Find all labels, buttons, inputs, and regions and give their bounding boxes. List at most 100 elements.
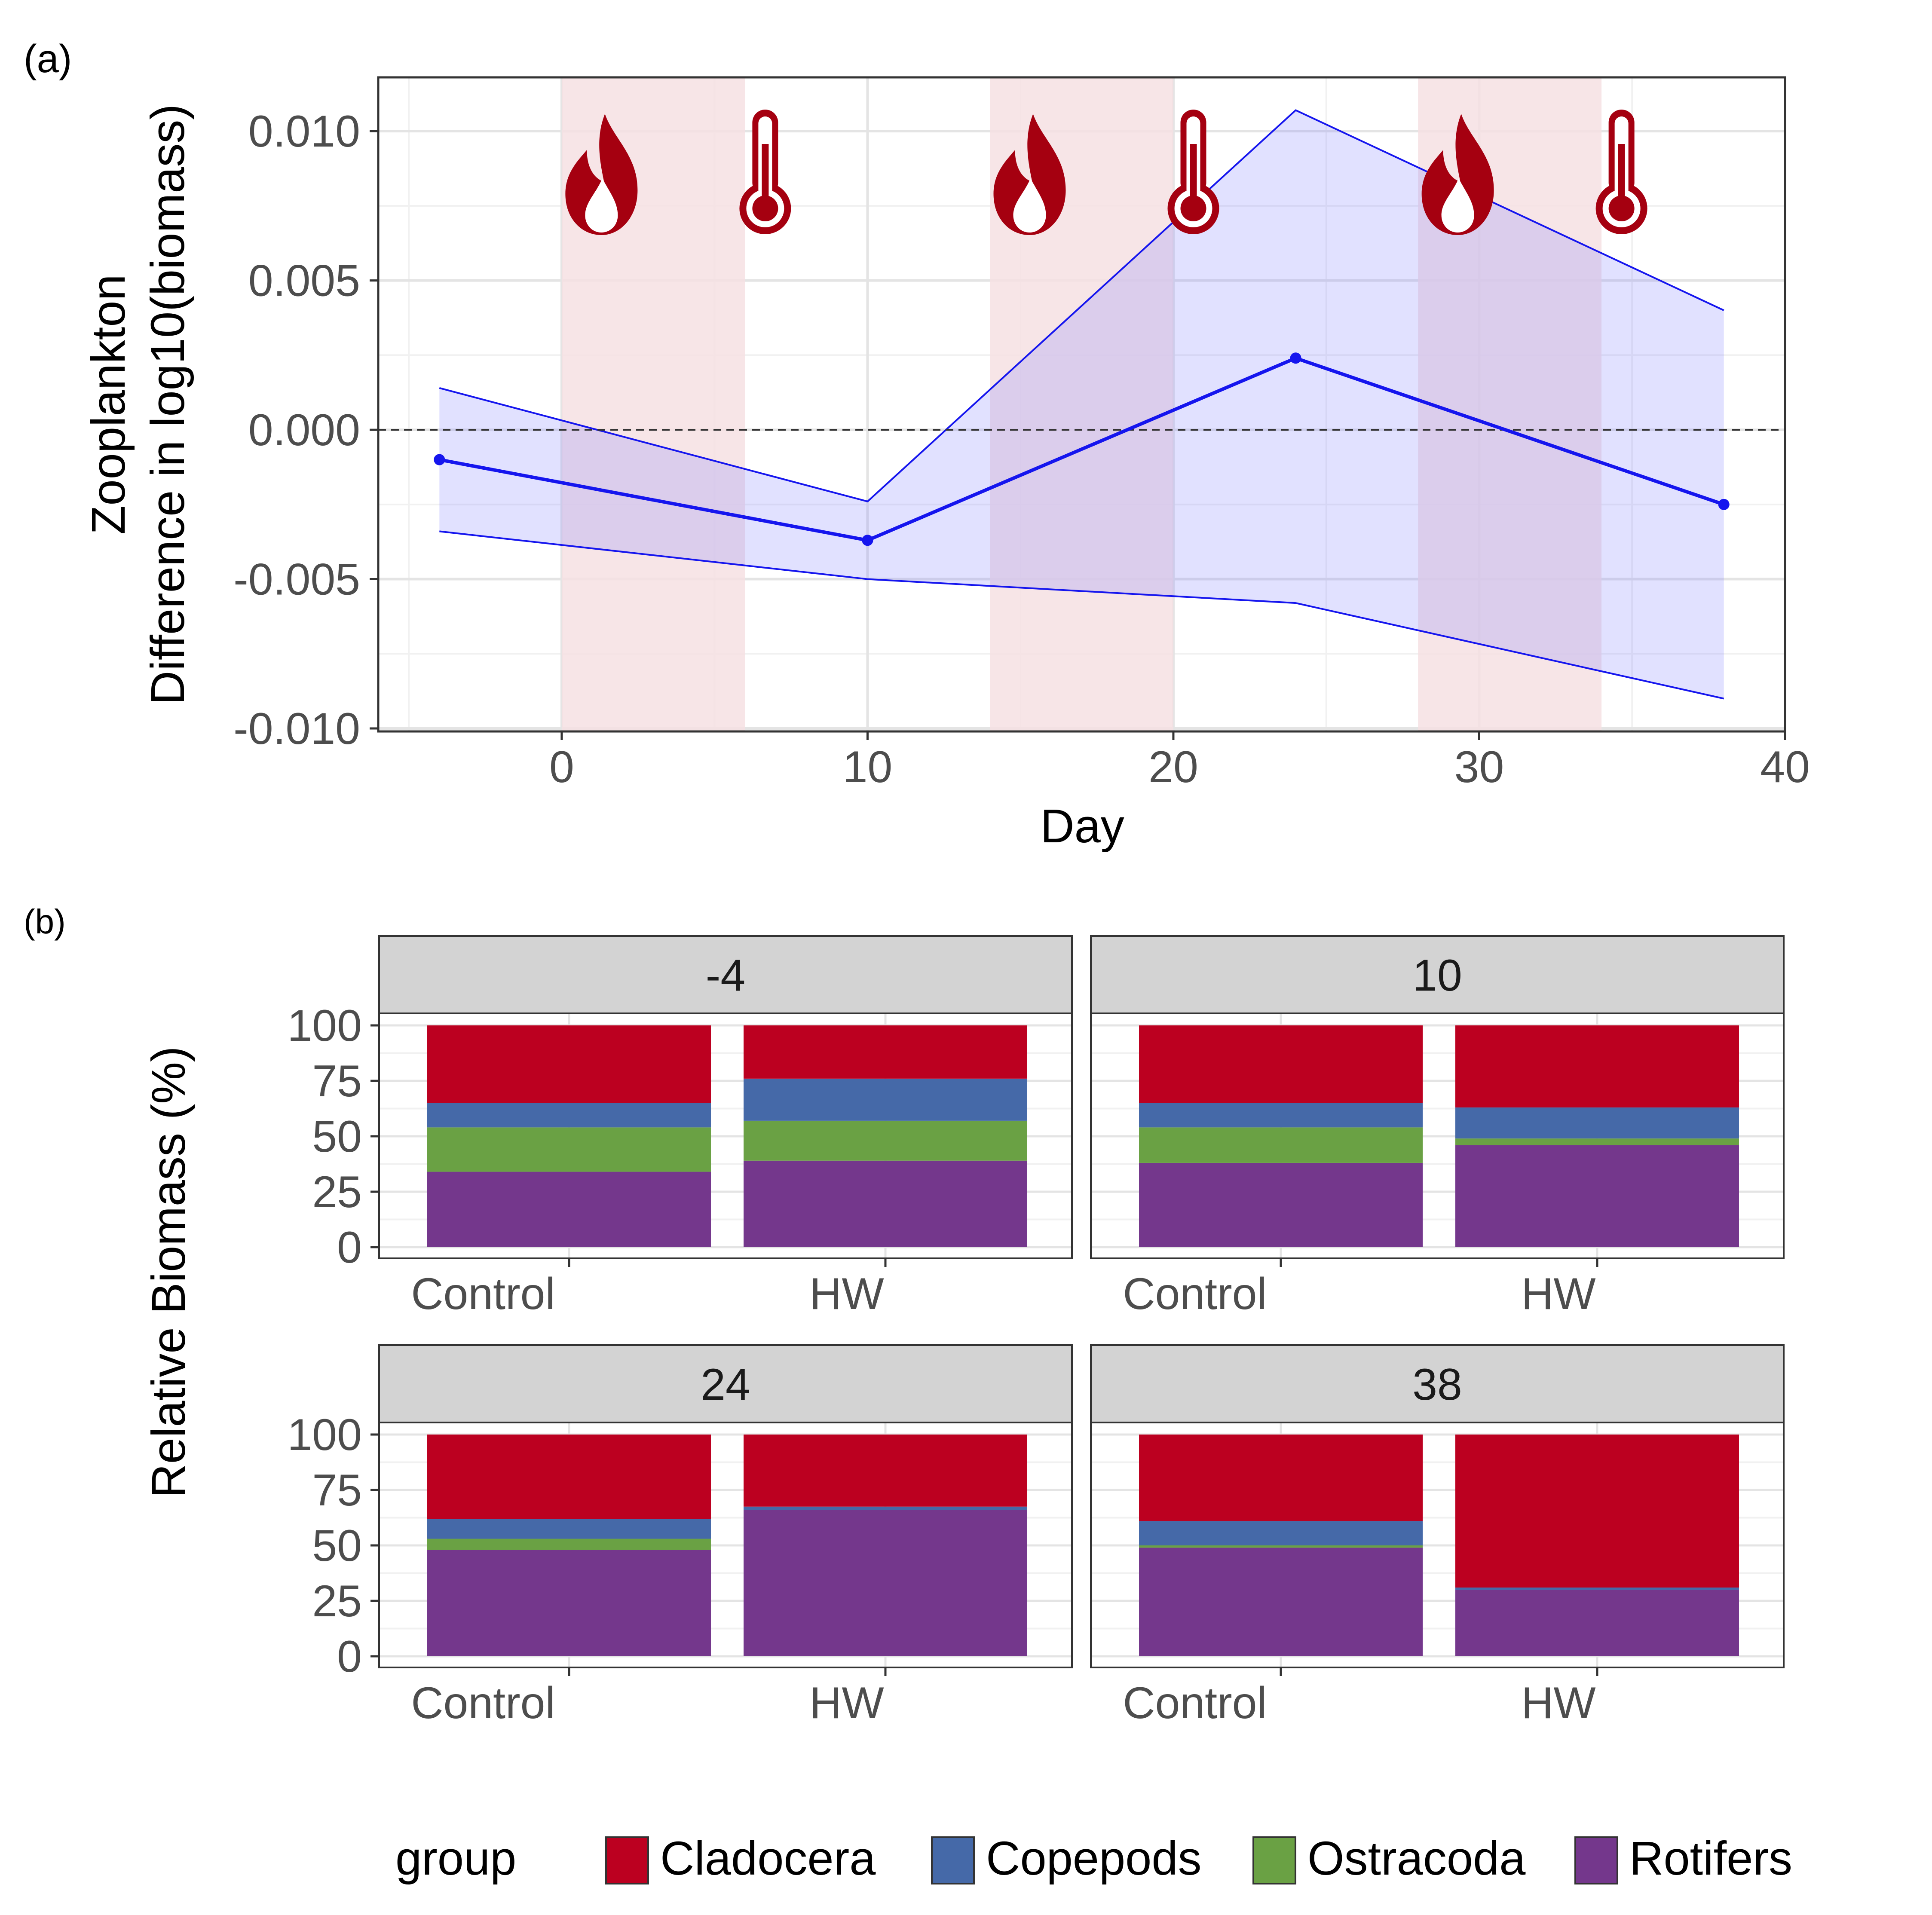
- flame-shape: [1421, 114, 1494, 235]
- x-tick-label: Control: [1123, 1269, 1267, 1319]
- legend-item-cladocera: Cladocera: [605, 1832, 876, 1885]
- x-tick-label: 30: [1454, 742, 1504, 792]
- legend: group Cladocera Copepods Ostracoda Rotifers: [395, 1832, 1792, 1885]
- x-tick-label: 10: [843, 742, 893, 792]
- fire-icon: [993, 114, 1066, 235]
- panel-a-y-axis-title-line1: Zooplankton: [82, 274, 135, 534]
- y-tick-label: 0: [337, 1632, 362, 1682]
- legend-swatch: [931, 1836, 975, 1884]
- bar-segment-control-rotifers: [1139, 1162, 1423, 1247]
- x-tick-label: Control: [1123, 1678, 1267, 1728]
- mean-difference-line: [439, 356, 1724, 542]
- thermometer-mercury: [1618, 144, 1625, 208]
- y-tick-label: -0.010: [233, 704, 360, 754]
- legend-label: Ostracoda: [1307, 1832, 1526, 1885]
- mean-point: [862, 535, 873, 546]
- ribbon-upper-line: [439, 109, 1724, 502]
- ribbon-lower-line: [439, 530, 1724, 700]
- facet-strip-label: 38: [1412, 1360, 1462, 1410]
- facet-plot-border: [1090, 1422, 1785, 1668]
- bar-segment-control-cladocera: [427, 1025, 711, 1103]
- thermometer-mercury: [762, 144, 769, 208]
- y-tick-label: 50: [312, 1521, 362, 1571]
- y-tick-label: 25: [312, 1167, 362, 1217]
- bar-segment-control-cladocera: [1139, 1435, 1423, 1521]
- bar-segment-control-copepods: [427, 1103, 711, 1128]
- flame-core: [1013, 178, 1046, 232]
- y-tick-label: 75: [312, 1056, 362, 1106]
- bar-segment-control-copepods: [1139, 1103, 1423, 1128]
- legend-label: Copepods: [986, 1832, 1202, 1885]
- fire-icon: [1421, 114, 1494, 235]
- y-tick-label: 0: [337, 1223, 362, 1273]
- panel-a-x-axis-title: Day: [1040, 800, 1124, 853]
- facet-strip: [378, 935, 1073, 1014]
- mean-point: [1290, 352, 1301, 364]
- flame-shape: [993, 114, 1066, 235]
- bar-segment-hw-copepods: [1455, 1588, 1739, 1590]
- x-tick-label: HW: [809, 1269, 884, 1319]
- bar-segment-control-cladocera: [1139, 1025, 1423, 1103]
- facet-10: 10 Control HW: [1090, 935, 1785, 1319]
- y-tick-label: 100: [287, 1410, 362, 1460]
- bar-segment-control-ostracoda: [427, 1539, 711, 1550]
- bar-segment-hw-cladocera: [744, 1435, 1027, 1507]
- bar-segment-control-rotifers: [427, 1172, 711, 1247]
- bar-segment-hw-ostracoda: [744, 1120, 1027, 1161]
- legend-title: group: [395, 1832, 516, 1885]
- y-tick-label: 0.005: [248, 256, 360, 306]
- facet-strip: [1090, 1344, 1785, 1423]
- facet-plot-border: [1090, 1013, 1785, 1259]
- bar-segment-control-cladocera: [427, 1435, 711, 1519]
- mean-point: [434, 454, 445, 465]
- bar-segment-control-copepods: [1139, 1521, 1423, 1545]
- panel-b-tag: (b): [24, 902, 66, 941]
- bar-segment-hw-copepods: [744, 1506, 1027, 1510]
- confidence-ribbon: [439, 110, 1724, 699]
- panel-a-line-chart: (a) 0 10 20 30 40 -0.010 -0.005 0.000 0.005 0.010…: [24, 37, 1810, 853]
- panel-a-y-axis-title-line2: Difference in log10(biomass): [141, 104, 194, 705]
- legend-swatch: [605, 1836, 649, 1884]
- bar-segment-control-rotifers: [427, 1550, 711, 1656]
- flame-core: [585, 178, 618, 232]
- bar-segment-hw-cladocera: [744, 1025, 1027, 1079]
- x-tick-label: HW: [809, 1678, 884, 1728]
- panel-a-tag: (a): [24, 37, 72, 81]
- fire-icon: [565, 114, 638, 235]
- y-tick-label: 25: [312, 1576, 362, 1626]
- facet-strip-label: 10: [1412, 951, 1462, 1000]
- x-tick-label: Control: [411, 1678, 555, 1728]
- legend-label: Rotifers: [1629, 1832, 1792, 1885]
- bar-segment-hw-rotifers: [1455, 1145, 1739, 1247]
- legend-item-copepods: Copepods: [931, 1832, 1202, 1885]
- thermometer-icon: [739, 110, 791, 234]
- x-tick-label: HW: [1521, 1678, 1595, 1728]
- flame-shape: [565, 114, 638, 235]
- bar-segment-hw-rotifers: [744, 1510, 1027, 1656]
- panel-b-y-axis-title: Relative Biomass (%): [142, 1046, 195, 1498]
- facet-strip-label: 24: [701, 1360, 750, 1410]
- thermometer-mercury-bulb: [1608, 196, 1635, 221]
- y-tick-label: 75: [312, 1465, 362, 1515]
- panel-a-plot-border: [377, 76, 1786, 733]
- bar-segment-hw-rotifers: [744, 1160, 1027, 1247]
- legend-label: Cladocera: [660, 1832, 876, 1885]
- y-tick-label: -0.005: [233, 555, 360, 605]
- bar-segment-hw-cladocera: [1455, 1025, 1739, 1107]
- bar-segment-control-ostracoda: [427, 1127, 711, 1172]
- bar-segment-hw-copepods: [1455, 1107, 1739, 1139]
- x-tick-label: 0: [549, 742, 574, 792]
- legend-item-ostracoda: Ostracoda: [1252, 1832, 1526, 1885]
- thermometer-mercury: [1190, 144, 1197, 208]
- bar-segment-control-ostracoda: [1139, 1127, 1423, 1163]
- bar-segment-control-ostracoda: [1139, 1545, 1423, 1548]
- x-tick-label: 40: [1760, 742, 1810, 792]
- legend-swatch: [1252, 1836, 1296, 1884]
- y-tick-label: 100: [287, 1001, 362, 1051]
- y-tick-label: 50: [312, 1112, 362, 1162]
- thermometer-mercury-bulb: [752, 196, 778, 221]
- legend-swatch: [1574, 1836, 1618, 1884]
